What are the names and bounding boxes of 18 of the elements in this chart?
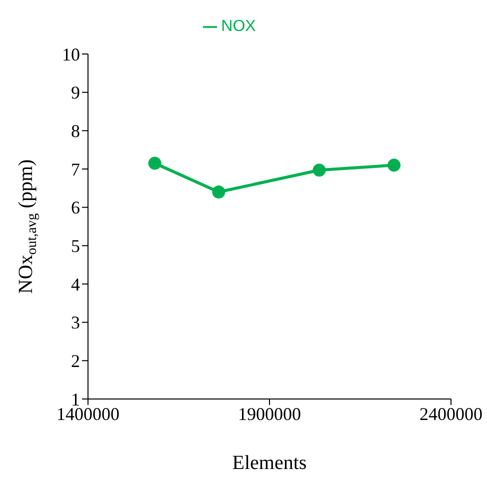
legend-label: NOX xyxy=(221,18,256,35)
x-axis-title: Elements xyxy=(232,452,307,474)
y-tick-label: 1 xyxy=(71,389,80,410)
y-tick-label: 5 xyxy=(71,236,80,256)
y-tick-label: 6 xyxy=(71,198,80,218)
y-tick-label: 7 xyxy=(71,159,80,180)
y-tick-label: 2 xyxy=(71,351,80,372)
y-tick-label: 4 xyxy=(71,274,80,294)
point xyxy=(148,156,162,170)
y-tick-label: 8 xyxy=(71,121,80,142)
y-tick-label: 10 xyxy=(62,44,80,64)
x-tick-label: 1900000 xyxy=(238,404,301,424)
point xyxy=(388,158,401,172)
point xyxy=(312,164,326,177)
x-tick-label: 2400000 xyxy=(420,404,482,424)
y-tick-label: 3 xyxy=(71,312,80,333)
y-tick-label: 9 xyxy=(71,82,80,103)
point xyxy=(212,186,226,198)
